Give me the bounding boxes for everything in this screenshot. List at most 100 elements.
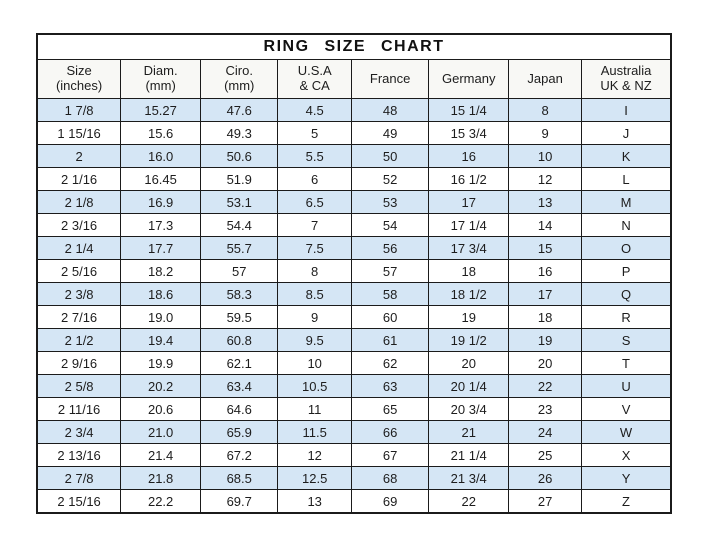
cell-france: 58: [350, 282, 430, 306]
cell-size-inches: 2: [36, 144, 122, 168]
cell-germany: 20: [428, 351, 510, 375]
cell-usa-ca: 6: [277, 167, 352, 191]
cell-ciro-mm: 68.5: [200, 466, 279, 490]
cell-australia-uk-nz: P: [581, 259, 672, 283]
cell-ciro-mm: 63.4: [200, 374, 279, 398]
cell-france: 61: [350, 328, 430, 352]
cell-ciro-mm: 50.6: [200, 144, 279, 168]
cell-japan: 15: [508, 236, 583, 260]
chart-title-row: RING SIZE CHART: [36, 33, 672, 60]
cell-germany: 16: [428, 144, 510, 168]
cell-germany: 21 1/4: [428, 443, 510, 467]
table-row: 2 1/2 19.4 60.8 9.5 61 19 1/2 19 S: [36, 328, 672, 352]
cell-france: 62: [350, 351, 430, 375]
cell-france: 69: [350, 489, 430, 514]
cell-australia-uk-nz: Z: [581, 489, 672, 514]
cell-ciro-mm: 67.2: [200, 443, 279, 467]
table-row: 2 9/16 19.9 62.1 10 62 20 20 T: [36, 351, 672, 375]
cell-australia-uk-nz: R: [581, 305, 672, 329]
cell-diam-mm: 21.4: [120, 443, 202, 467]
cell-size-inches: 2 3/4: [36, 420, 122, 444]
table-row: 2 11/16 20.6 64.6 11 65 20 3/4 23 V: [36, 397, 672, 421]
cell-diam-mm: 16.45: [120, 167, 202, 191]
cell-australia-uk-nz: S: [581, 328, 672, 352]
cell-ciro-mm: 55.7: [200, 236, 279, 260]
cell-japan: 27: [508, 489, 583, 514]
cell-japan: 16: [508, 259, 583, 283]
cell-ciro-mm: 69.7: [200, 489, 279, 514]
cell-australia-uk-nz: Y: [581, 466, 672, 490]
cell-usa-ca: 8: [277, 259, 352, 283]
cell-size-inches: 2 15/16: [36, 489, 122, 514]
cell-australia-uk-nz: K: [581, 144, 672, 168]
cell-diam-mm: 15.6: [120, 121, 202, 145]
cell-diam-mm: 22.2: [120, 489, 202, 514]
cell-germany: 21 3/4: [428, 466, 510, 490]
cell-germany: 17 3/4: [428, 236, 510, 260]
cell-france: 65: [350, 397, 430, 421]
cell-size-inches: 2 11/16: [36, 397, 122, 421]
cell-australia-uk-nz: V: [581, 397, 672, 421]
cell-size-inches: 2 9/16: [36, 351, 122, 375]
cell-germany: 20 3/4: [428, 397, 510, 421]
cell-japan: 20: [508, 351, 583, 375]
cell-japan: 19: [508, 328, 583, 352]
cell-japan: 24: [508, 420, 583, 444]
cell-japan: 10: [508, 144, 583, 168]
cell-australia-uk-nz: J: [581, 121, 672, 145]
cell-australia-uk-nz: L: [581, 167, 672, 191]
table-row: 2 5/16 18.2 57 8 57 18 16 P: [36, 259, 672, 283]
table-row: 2 5/8 20.2 63.4 10.5 63 20 1/4 22 U: [36, 374, 672, 398]
cell-germany: 20 1/4: [428, 374, 510, 398]
cell-usa-ca: 7: [277, 213, 352, 237]
cell-germany: 15 1/4: [428, 98, 510, 122]
cell-germany: 21: [428, 420, 510, 444]
cell-ciro-mm: 65.9: [200, 420, 279, 444]
cell-diam-mm: 16.9: [120, 190, 202, 214]
cell-usa-ca: 6.5: [277, 190, 352, 214]
column-header-ciro-mm: Ciro. (mm): [200, 59, 279, 99]
table-row: 2 3/8 18.6 58.3 8.5 58 18 1/2 17 Q: [36, 282, 672, 306]
cell-ciro-mm: 53.1: [200, 190, 279, 214]
cell-australia-uk-nz: Q: [581, 282, 672, 306]
cell-australia-uk-nz: M: [581, 190, 672, 214]
cell-germany: 17: [428, 190, 510, 214]
table-row: 2 1/16 16.45 51.9 6 52 16 1/2 12 L: [36, 167, 672, 191]
cell-australia-uk-nz: U: [581, 374, 672, 398]
cell-australia-uk-nz: W: [581, 420, 672, 444]
cell-usa-ca: 11: [277, 397, 352, 421]
ring-size-chart-table: RING SIZE CHART Size (inches) Diam. (mm) C…: [36, 33, 672, 514]
cell-diam-mm: 17.3: [120, 213, 202, 237]
cell-usa-ca: 5.5: [277, 144, 352, 168]
table-row: 2 13/16 21.4 67.2 12 67 21 1/4 25 X: [36, 443, 672, 467]
cell-japan: 17: [508, 282, 583, 306]
cell-france: 57: [350, 259, 430, 283]
table-row: 1 15/16 15.6 49.3 5 49 15 3/4 9 J: [36, 121, 672, 145]
cell-diam-mm: 21.8: [120, 466, 202, 490]
cell-germany: 22: [428, 489, 510, 514]
cell-size-inches: 2 3/8: [36, 282, 122, 306]
cell-germany: 18: [428, 259, 510, 283]
cell-ciro-mm: 58.3: [200, 282, 279, 306]
cell-usa-ca: 9: [277, 305, 352, 329]
cell-japan: 18: [508, 305, 583, 329]
cell-diam-mm: 19.0: [120, 305, 202, 329]
column-header-usa-ca: U.S.A & CA: [277, 59, 352, 99]
cell-japan: 8: [508, 98, 583, 122]
cell-diam-mm: 15.27: [120, 98, 202, 122]
cell-france: 56: [350, 236, 430, 260]
cell-japan: 25: [508, 443, 583, 467]
cell-size-inches: 2 5/16: [36, 259, 122, 283]
cell-size-inches: 1 15/16: [36, 121, 122, 145]
table-body: 1 7/8 15.27 47.6 4.5 48 15 1/4 8 I 1 15/16 15.6 49…: [36, 98, 672, 514]
cell-usa-ca: 12.5: [277, 466, 352, 490]
cell-japan: 23: [508, 397, 583, 421]
cell-france: 53: [350, 190, 430, 214]
table-row: 2 16.0 50.6 5.5 50 16 10 K: [36, 144, 672, 168]
cell-germany: 18 1/2: [428, 282, 510, 306]
cell-ciro-mm: 49.3: [200, 121, 279, 145]
cell-usa-ca: 9.5: [277, 328, 352, 352]
column-header-japan: Japan: [508, 59, 583, 99]
cell-size-inches: 2 1/2: [36, 328, 122, 352]
cell-usa-ca: 12: [277, 443, 352, 467]
